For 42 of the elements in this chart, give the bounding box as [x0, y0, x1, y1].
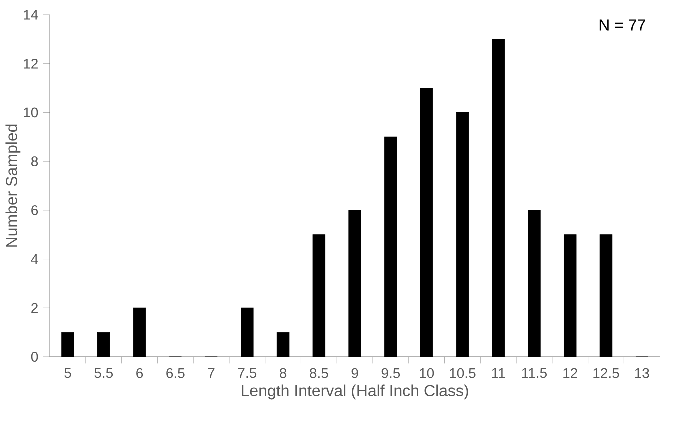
x-tick-label: 11.5 — [522, 368, 547, 378]
bar — [384, 136, 398, 358]
x-tick-label: 5.5 — [94, 368, 114, 378]
x-axis-title: Length Interval (Half Inch Class) — [242, 384, 468, 400]
bar — [133, 308, 146, 358]
bar — [456, 112, 470, 358]
x-tick-label: 8 — [280, 368, 287, 378]
x-tick-label: 12.5 — [594, 368, 620, 378]
bar — [98, 332, 110, 358]
y-tick-label: 10 — [24, 108, 38, 118]
bar — [528, 210, 541, 358]
x-tick-label: 11 — [492, 368, 506, 378]
y-tick-label: 6 — [32, 205, 38, 216]
x-tick-label: 6.5 — [166, 368, 185, 378]
bar — [241, 308, 254, 358]
bar — [492, 39, 505, 358]
x-tick-label: 5 — [64, 368, 72, 378]
x-tick-label: 8.5 — [310, 368, 328, 378]
y-axis-title: Number Sampled — [6, 124, 21, 247]
y-tick-label: 14 — [24, 10, 38, 20]
annotation: N = 77 — [600, 20, 646, 31]
bar — [600, 234, 613, 358]
x-tick-label: 7 — [208, 368, 215, 378]
x-tick-label: 9.5 — [382, 368, 400, 378]
x-tick-label: 12 — [564, 368, 578, 378]
y-tick-label: 2 — [32, 303, 38, 314]
bar — [348, 210, 362, 358]
x-tick-label: 10 — [420, 368, 434, 378]
x-tick-label: 7.5 — [238, 368, 257, 378]
x-tick-label: 13 — [635, 368, 650, 378]
bar — [276, 332, 290, 358]
bar — [312, 234, 326, 358]
x-tick-label: 6 — [136, 368, 144, 378]
y-tick-label: 4 — [31, 254, 38, 264]
y-tick-label: 0 — [31, 352, 38, 362]
bar — [420, 88, 434, 358]
bar — [564, 234, 577, 358]
y-tick-label: 8 — [32, 156, 38, 167]
bar — [62, 332, 74, 358]
x-tick-label: 9 — [352, 368, 358, 378]
x-tick-label: 10.5 — [450, 368, 476, 378]
y-tick-label: 12 — [24, 58, 38, 69]
